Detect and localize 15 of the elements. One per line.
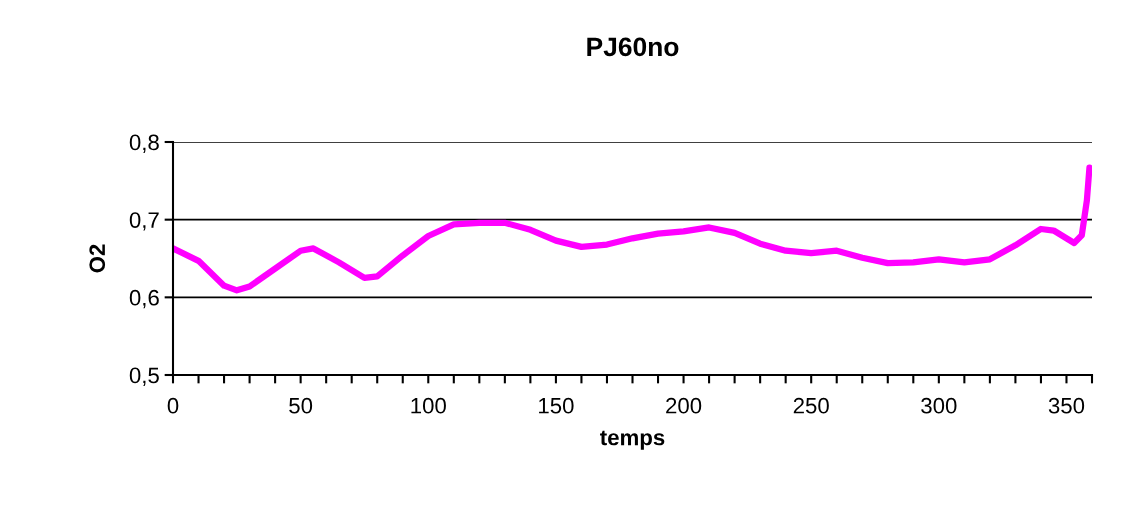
y-axis-title: O2 bbox=[89, 244, 106, 273]
y-tick-label: 0,8 bbox=[129, 134, 159, 153]
x-tick-label: 150 bbox=[539, 397, 574, 414]
x-tick-label: 50 bbox=[289, 397, 313, 414]
y-tick-label: 0,7 bbox=[129, 212, 159, 231]
x-axis-title: temps bbox=[600, 430, 665, 450]
x-tick-label: 350 bbox=[1048, 397, 1085, 414]
x-tick-label: 0 bbox=[167, 397, 179, 414]
chart-title: PJ60no bbox=[587, 37, 679, 57]
x-tick-label: 300 bbox=[921, 397, 957, 414]
y-tick-label: 0,5 bbox=[129, 367, 159, 386]
x-tick-label: 100 bbox=[411, 397, 446, 414]
x-tick-label: 250 bbox=[793, 397, 829, 414]
y-tick-label: 0,6 bbox=[129, 289, 159, 309]
x-tick-label: 200 bbox=[666, 397, 702, 414]
